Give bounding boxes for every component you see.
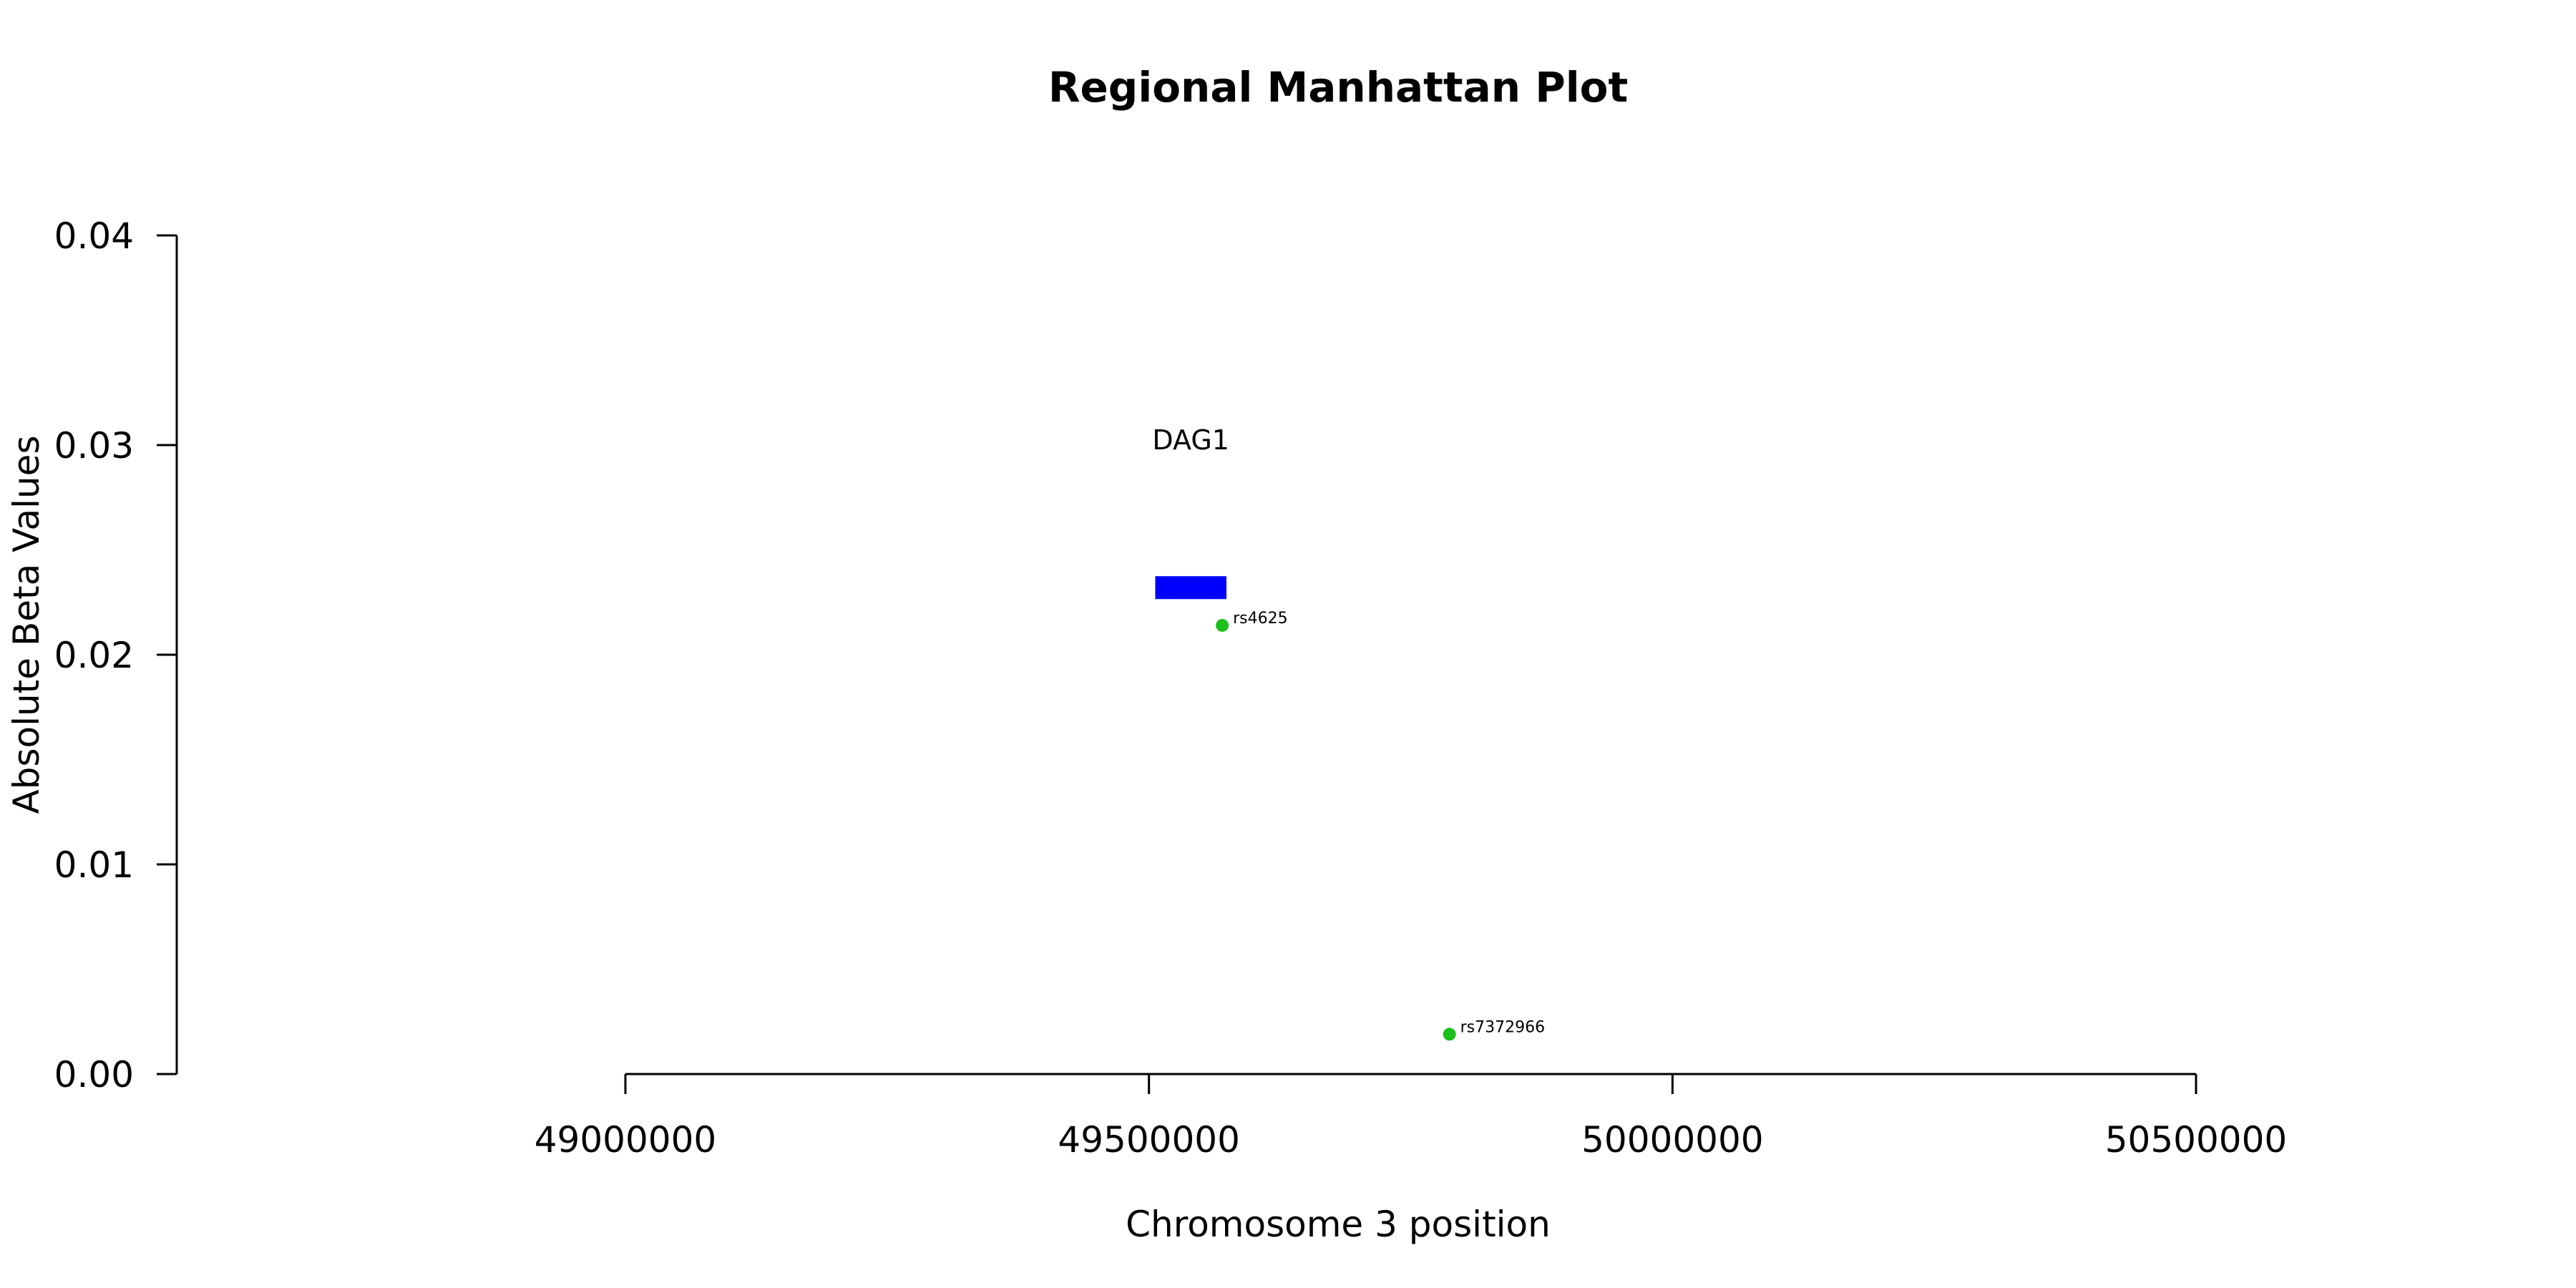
- x-axis-ticks: 49000000 49500000 50000000 50500000: [535, 1074, 2288, 1161]
- gene-bar: [1155, 576, 1226, 600]
- x-tick-label: 50000000: [1581, 1119, 1764, 1161]
- snp-point: [1216, 618, 1229, 632]
- y-tick-label: 0.01: [54, 844, 134, 886]
- y-tick-label: 0.04: [54, 215, 134, 257]
- y-axis-label: Absolute Beta Values: [6, 436, 47, 814]
- x-tick-label: 50500000: [2105, 1119, 2288, 1161]
- y-tick-label: 0.03: [54, 425, 134, 467]
- snp-label: rs7372966: [1460, 1018, 1546, 1036]
- snp-points: rs4625 rs7372966: [1216, 610, 1546, 1041]
- y-axis-ticks: 0.00 0.01 0.02 0.03 0.04: [54, 215, 177, 1096]
- y-tick-label: 0.02: [54, 635, 134, 676]
- y-tick-label: 0.00: [54, 1054, 134, 1096]
- x-tick-label: 49000000: [535, 1119, 717, 1161]
- snp-label: rs4625: [1233, 610, 1288, 628]
- gene-track: DAG1: [1152, 424, 1229, 600]
- x-tick-label: 49500000: [1058, 1119, 1240, 1161]
- x-axis-label: Chromosome 3 position: [1126, 1204, 1551, 1245]
- chart-title: Regional Manhattan Plot: [1048, 63, 1628, 112]
- snp-point: [1443, 1028, 1456, 1041]
- gene-label: DAG1: [1152, 424, 1229, 456]
